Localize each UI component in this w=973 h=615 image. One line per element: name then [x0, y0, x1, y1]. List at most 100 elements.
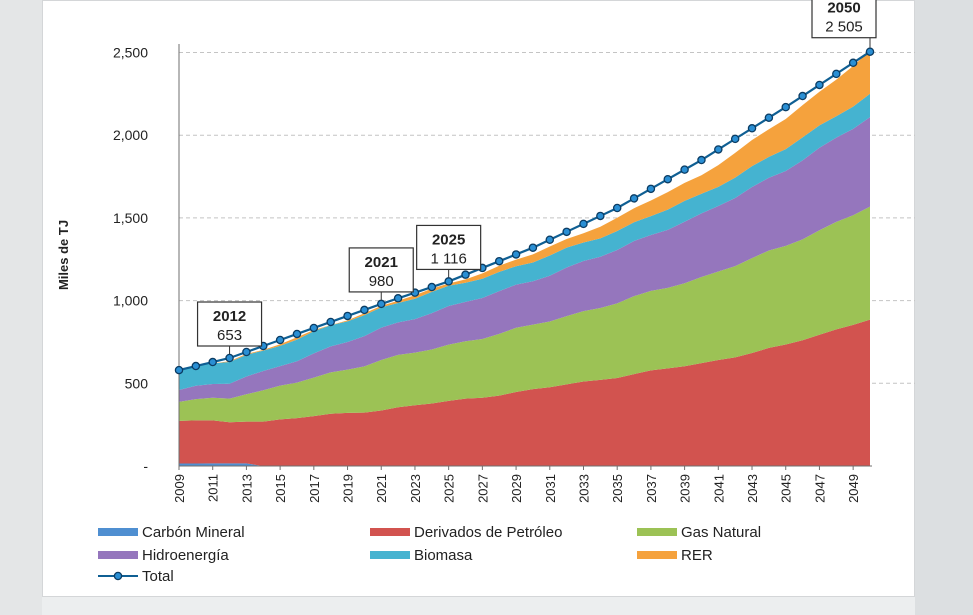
x-tick-label: 2049: [846, 474, 861, 503]
x-tick-label: 2045: [779, 474, 794, 503]
total-line: [174, 47, 875, 375]
total-point: [832, 69, 841, 79]
x-tick-label: 2025: [442, 474, 457, 503]
x-tick-label: 2037: [644, 474, 659, 503]
legend-label: Carbón Mineral: [142, 524, 245, 541]
legend-label: Gas Natural: [681, 524, 761, 541]
total-point: [764, 113, 774, 122]
legend-item: Biomasa: [370, 547, 473, 564]
x-tick-label: 2031: [543, 474, 558, 503]
total-point: [292, 329, 302, 339]
x-tick-label: 2017: [307, 474, 322, 503]
total-point: [511, 250, 521, 259]
total-point: [376, 299, 386, 309]
total-point: [815, 80, 824, 90]
x-tick-label: 2021: [374, 474, 389, 503]
total-point: [612, 203, 622, 213]
total-point: [208, 357, 217, 367]
bottom-background-strip: [42, 597, 915, 615]
callout-2012: 2012 653: [196, 301, 263, 355]
total-point: [562, 227, 571, 237]
callout-value: 980: [369, 273, 394, 290]
x-tick-label: 2043: [745, 474, 760, 503]
total-point: [444, 277, 453, 286]
x-tick-label: 2013: [239, 474, 254, 503]
total-point: [326, 317, 335, 327]
y-tick-label: 1,500: [113, 210, 148, 226]
area-hidroenerg-a: [179, 117, 870, 402]
callout-2021: 2021 980: [348, 247, 414, 300]
total-point: [781, 102, 790, 112]
x-tick-label: 2023: [408, 474, 423, 503]
area-biomasa: [179, 93, 870, 390]
callout-2050: 2050 2 505: [811, 0, 877, 48]
legend-swatch: [637, 528, 677, 536]
y-tick-label: 2,000: [113, 127, 148, 143]
total-point: [225, 353, 234, 363]
x-tick-label: 2033: [576, 474, 591, 503]
total-point: [461, 270, 470, 279]
total-point: [174, 365, 184, 375]
legend-item: RER: [637, 547, 713, 564]
x-tick-label: 2041: [711, 474, 726, 503]
total-point: [680, 165, 689, 174]
total-point: [191, 361, 201, 371]
area-derivados-de-petr-leo: [179, 319, 870, 466]
x-tick-label: 2009: [172, 474, 187, 503]
legend-label: RER: [681, 547, 713, 564]
callout-year: 2021: [365, 254, 398, 271]
total-point: [697, 155, 706, 165]
y-tick-labels: - 500 1,000 1,500 2,000 2,500: [113, 45, 148, 474]
legend-label: Derivados de Petróleo: [414, 524, 562, 541]
callout-box: [811, 0, 877, 39]
legend-swatch: [637, 551, 677, 559]
y-tick-label: 2,500: [113, 45, 148, 61]
total-point: [798, 91, 807, 101]
total-point: [714, 145, 723, 154]
total-point: [865, 47, 875, 56]
y-tick-label: 1,000: [113, 293, 148, 309]
legend-item: Derivados de Petróleo: [370, 524, 562, 541]
callout-value: 653: [217, 327, 242, 344]
legend-label: Hidroenergía: [142, 547, 229, 564]
total-point: [663, 174, 673, 184]
callout-value: 1 116: [430, 250, 466, 267]
legend-swatch: [370, 551, 410, 559]
total-point: [730, 134, 740, 144]
y-tick-label: -: [143, 458, 148, 474]
legend-item: Hidroenergía: [98, 547, 229, 564]
legend-marker: [113, 571, 123, 581]
callouts: 2012 653 2021 980 2025 1 116 2050 2 505: [196, 0, 877, 355]
total-point: [242, 347, 251, 357]
total-point: [848, 58, 858, 68]
callout-year: 2050: [827, 0, 860, 17]
legend-item: Gas Natural: [637, 524, 761, 541]
total-point: [528, 243, 538, 252]
total-point: [629, 194, 639, 203]
callout-box: [196, 301, 263, 347]
total-point: [360, 305, 369, 315]
x-tick-label: 2029: [509, 474, 524, 503]
x-tick-label: 2039: [678, 474, 693, 503]
legend: Carbón Mineral Derivados de Petróleo Gas N…: [98, 524, 761, 585]
total-point: [596, 211, 605, 221]
y-axis-label: Miles de TJ: [56, 220, 71, 290]
right-background-strip: [915, 0, 973, 615]
axes: [178, 44, 872, 467]
total-point: [343, 311, 352, 321]
total-point: [747, 124, 757, 133]
legend-label: Total: [142, 568, 174, 585]
total-point: [494, 256, 504, 266]
stacked-areas: [179, 50, 870, 466]
total-point: [309, 323, 319, 333]
legend-label: Biomasa: [414, 547, 473, 564]
total-point: [393, 294, 403, 303]
legend-swatch: [98, 551, 138, 559]
x-tick-label: 2035: [610, 474, 625, 503]
callout-year: 2025: [432, 231, 465, 248]
legend-item: Total: [98, 568, 174, 585]
x-tick-label: 2011: [206, 474, 221, 502]
x-tick-label: 2015: [273, 474, 288, 503]
total-point: [579, 219, 588, 229]
